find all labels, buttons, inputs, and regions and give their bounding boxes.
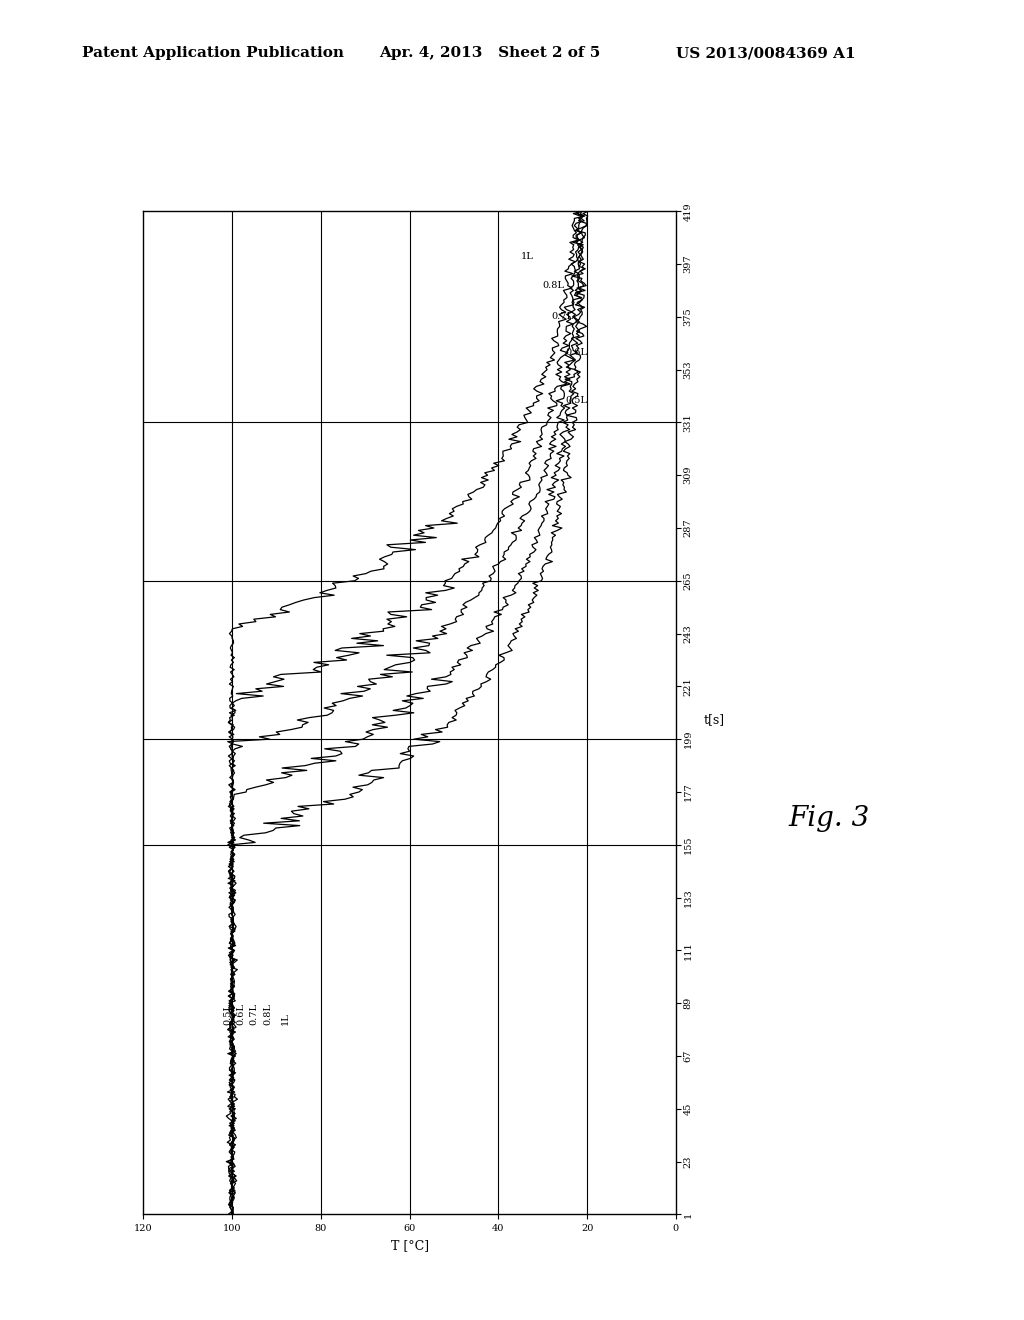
Text: 0.7L: 0.7L	[250, 1003, 259, 1024]
Text: Fig. 3: Fig. 3	[788, 805, 870, 832]
Text: 0.5L: 0.5L	[223, 1003, 232, 1024]
Text: Patent Application Publication: Patent Application Publication	[82, 46, 344, 61]
X-axis label: T [°C]: T [°C]	[390, 1238, 429, 1251]
Text: 1L: 1L	[520, 252, 534, 261]
Text: 0.8L: 0.8L	[543, 281, 564, 290]
Text: 0.7L: 0.7L	[552, 313, 573, 321]
Text: Apr. 4, 2013   Sheet 2 of 5: Apr. 4, 2013 Sheet 2 of 5	[379, 46, 600, 61]
Y-axis label: t[s]: t[s]	[703, 713, 725, 726]
Text: 1L: 1L	[281, 1012, 290, 1024]
Text: 0.5L: 0.5L	[565, 396, 587, 405]
Text: US 2013/0084369 A1: US 2013/0084369 A1	[676, 46, 855, 61]
Text: 0.6L: 0.6L	[237, 1003, 246, 1024]
Text: 0.6L: 0.6L	[565, 348, 587, 358]
Text: 0.8L: 0.8L	[263, 1003, 272, 1024]
